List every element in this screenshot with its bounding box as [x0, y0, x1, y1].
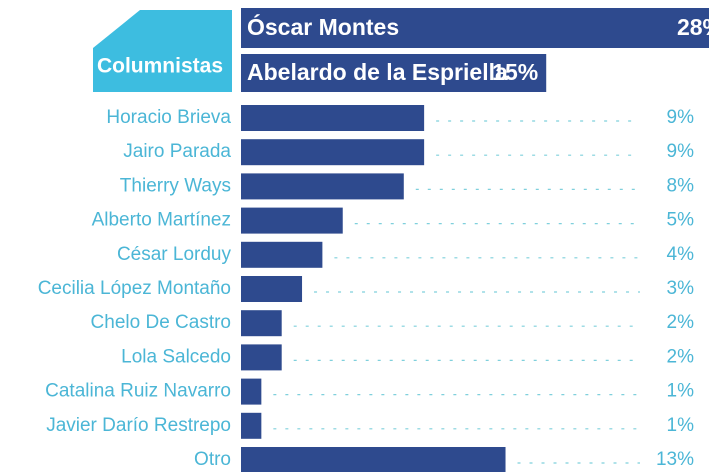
bar [241, 276, 303, 302]
chart-title: Columnistas [97, 55, 223, 78]
title-badge [93, 10, 232, 92]
bar [241, 105, 425, 131]
category-label: Alberto Martínez [92, 210, 231, 231]
bar [241, 378, 262, 405]
bar [241, 173, 404, 200]
category-label: Javier Darío Restrepo [46, 415, 231, 436]
category-label: Chelo De Castro [91, 312, 231, 333]
value-label: 28% [677, 14, 709, 40]
bar [241, 8, 709, 48]
bar [241, 447, 506, 472]
bar [241, 344, 282, 371]
category-label: Lola Salcedo [121, 346, 231, 367]
value-label: 13% [656, 449, 694, 470]
value-label: 4% [667, 244, 695, 265]
value-label: 9% [667, 141, 695, 162]
bar [241, 412, 262, 439]
category-label: Jairo Parada [123, 141, 231, 162]
bar [241, 241, 323, 268]
bar [241, 207, 343, 234]
value-label: 15% [492, 59, 538, 85]
bar [241, 54, 547, 92]
bar-label: Abelardo de la Espriella [247, 59, 508, 85]
bar-label: Óscar Montes [247, 13, 399, 40]
value-label: 1% [667, 381, 695, 402]
value-label: 8% [667, 175, 695, 196]
bar [241, 139, 425, 166]
category-label: Thierry Ways [120, 175, 231, 196]
value-label: 3% [667, 278, 695, 299]
value-label: 5% [667, 210, 695, 231]
bar [241, 310, 282, 337]
value-label: 2% [667, 346, 695, 367]
category-label: Horacio Brieva [106, 107, 231, 128]
value-label: 2% [667, 312, 695, 333]
category-label: Cecilia López Montaño [38, 278, 231, 299]
value-label: 9% [667, 107, 695, 128]
category-label: Catalina Ruiz Navarro [45, 381, 231, 402]
category-label: Otro [194, 449, 231, 470]
category-label: César Lorduy [117, 244, 232, 265]
value-label: 1% [667, 415, 695, 436]
